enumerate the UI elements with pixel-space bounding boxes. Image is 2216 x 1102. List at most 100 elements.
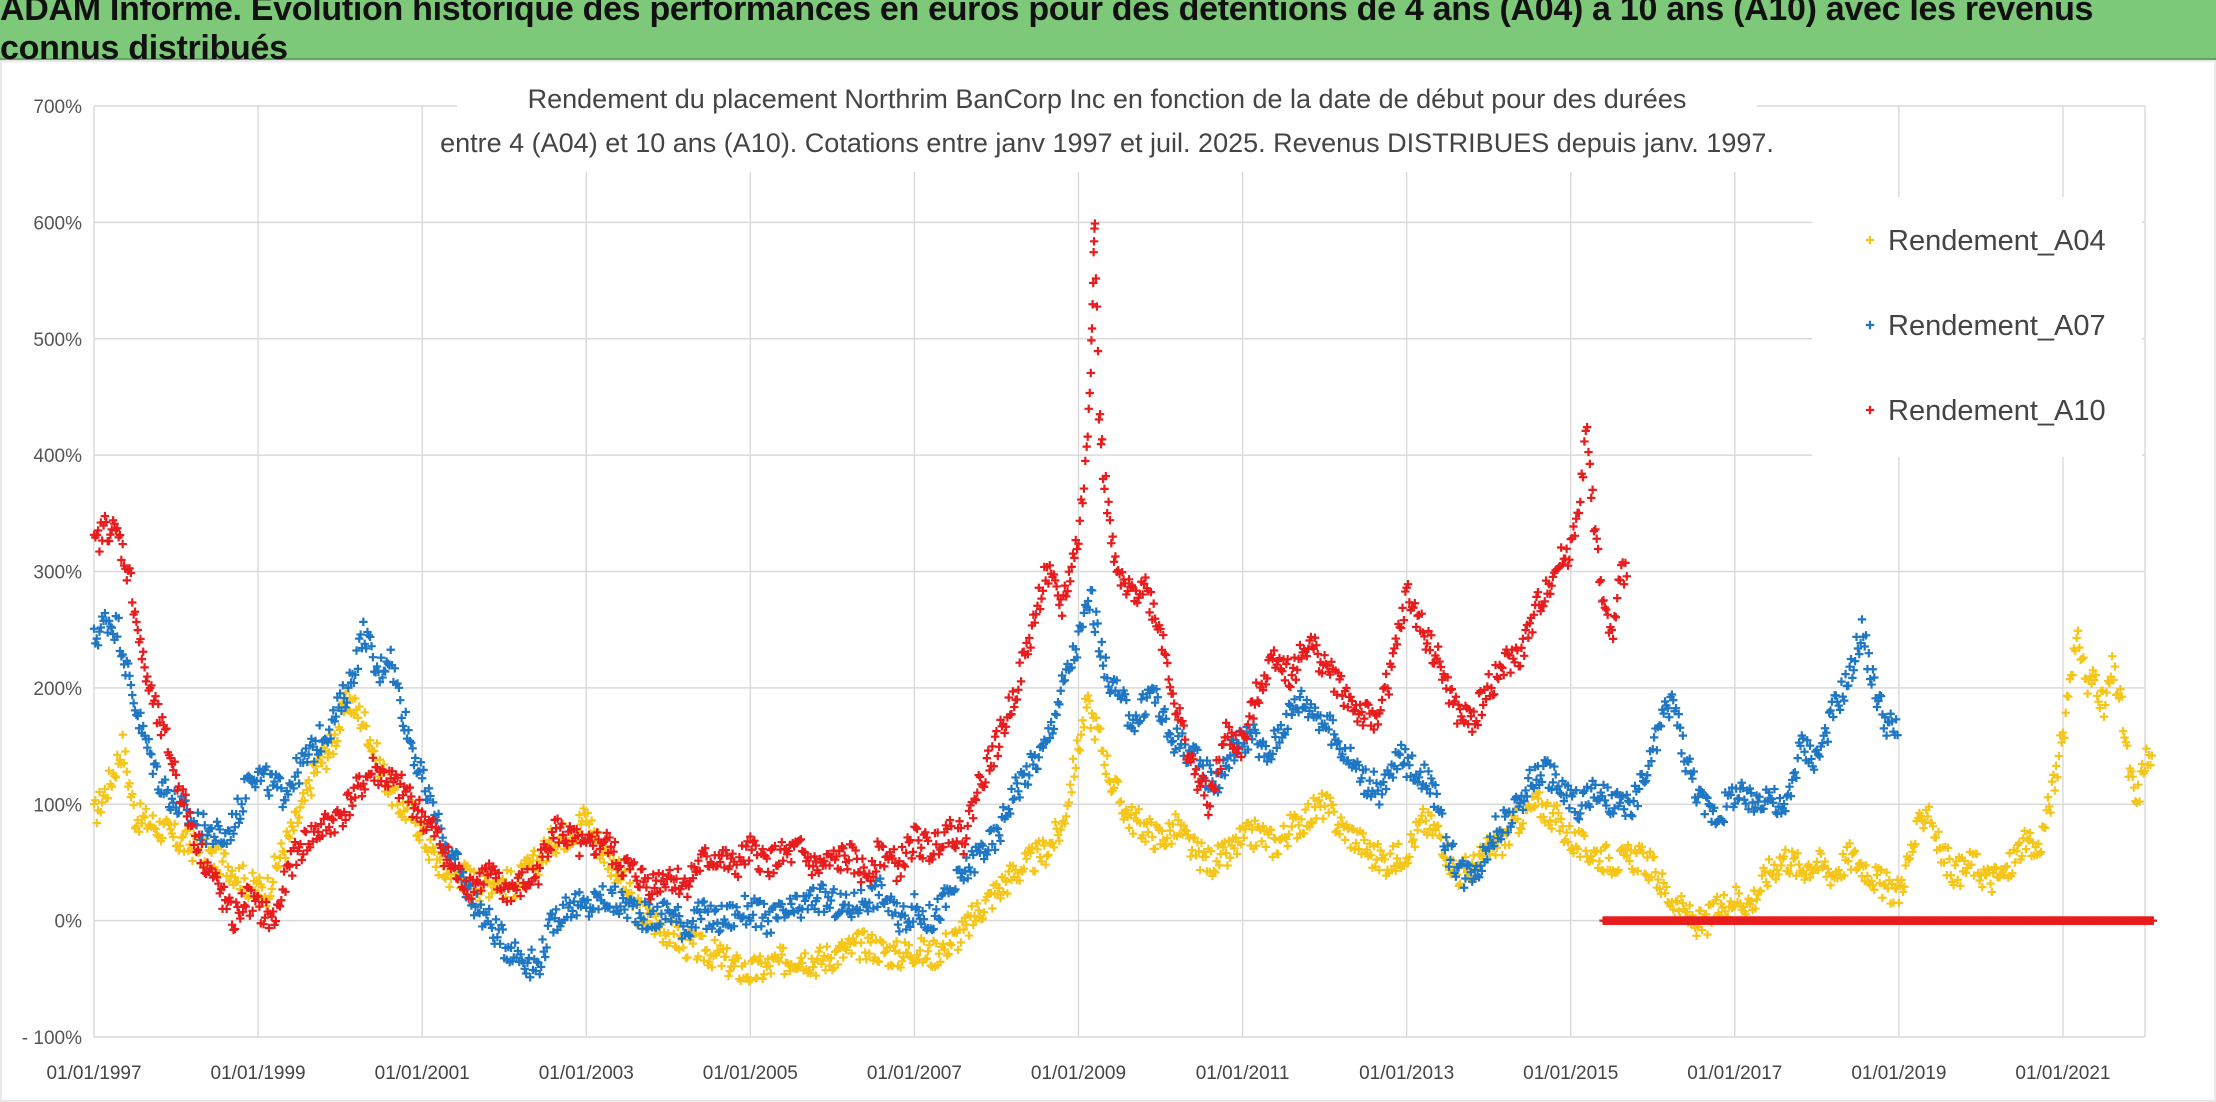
data-point (2095, 703, 2105, 713)
data-point (1049, 843, 1059, 852)
data-point (1529, 803, 1538, 812)
x-tick-label: 01/01/2015 (1523, 1063, 1618, 1084)
data-point (886, 960, 896, 970)
data-point (747, 845, 756, 854)
data-point (412, 813, 421, 822)
data-point (1789, 854, 1798, 864)
data-point (1252, 728, 1261, 738)
data-point (117, 555, 126, 565)
data-point (1239, 739, 1249, 748)
data-point (1346, 743, 1355, 753)
data-point (1904, 855, 1913, 864)
data-point (366, 736, 375, 745)
data-point (999, 803, 1008, 812)
data-point (1599, 867, 1608, 876)
data-point (1369, 725, 1379, 734)
data-point (407, 792, 416, 801)
data-point (524, 953, 534, 963)
data-point (1850, 846, 1860, 855)
data-point (2053, 773, 2062, 782)
data-point (1247, 825, 1257, 834)
data-point (1320, 719, 1329, 728)
data-point (891, 908, 900, 917)
data-point (1563, 781, 1573, 790)
data-point (874, 890, 884, 900)
data-point (1897, 875, 1906, 885)
data-point (766, 845, 776, 855)
data-point (300, 826, 309, 836)
data-point (1520, 796, 1529, 806)
data-point (1012, 695, 1022, 704)
data-point (1555, 788, 1564, 798)
data-point (1332, 690, 1342, 699)
data-point (1291, 675, 1301, 684)
data-point (2120, 733, 2129, 742)
data-point (1267, 755, 1276, 764)
data-point (1023, 650, 1033, 659)
data-point (1201, 776, 1210, 785)
data-point (2054, 751, 2064, 761)
data-point (1118, 568, 1127, 577)
data-point (1459, 883, 1469, 892)
data-point (897, 842, 907, 852)
data-point (92, 530, 101, 540)
data-point (1172, 724, 1182, 733)
data-point (1283, 724, 1292, 734)
data-point (968, 850, 978, 860)
data-point (1578, 473, 1588, 482)
data-point (932, 905, 941, 914)
data-point (722, 944, 732, 953)
data-point (2127, 767, 2136, 776)
data-point (1206, 846, 1216, 856)
x-tick-label: 01/01/2021 (2015, 1063, 2110, 1084)
data-point (1376, 706, 1385, 715)
data-point (616, 861, 625, 871)
data-point (262, 897, 271, 907)
data-point (1339, 701, 1348, 711)
data-point (1387, 662, 1396, 671)
data-point (136, 708, 145, 717)
data-point (910, 889, 919, 899)
data-point (1772, 865, 1782, 875)
data-point (1805, 873, 1815, 882)
data-point (1057, 671, 1067, 680)
data-point (1193, 745, 1202, 755)
data-point (591, 849, 601, 859)
data-point (1141, 710, 1150, 719)
data-point (896, 963, 905, 972)
data-point (516, 861, 525, 870)
data-point (1592, 534, 1601, 543)
data-point (650, 929, 659, 939)
data-point (264, 923, 274, 933)
data-point (232, 898, 241, 907)
data-point (361, 721, 371, 731)
data-point (129, 800, 138, 810)
data-point (211, 836, 220, 845)
data-point (643, 873, 652, 883)
data-point (1100, 760, 1109, 770)
data-point (1124, 823, 1134, 833)
data-point (1019, 864, 1028, 873)
data-point (1849, 848, 1858, 857)
data-point (331, 712, 341, 721)
data-point (1894, 898, 1904, 908)
data-point (1868, 665, 1878, 674)
data-point (839, 953, 848, 962)
data-point (1410, 599, 1420, 608)
data-point (305, 783, 315, 793)
data-point (1504, 840, 1514, 849)
data-point (1308, 819, 1317, 828)
data-point (575, 851, 584, 861)
data-point (1667, 690, 1677, 699)
data-point (707, 963, 717, 972)
data-point (1232, 748, 1242, 758)
data-point (96, 808, 106, 817)
data-point (584, 912, 594, 921)
data-point (415, 795, 424, 805)
data-point (1070, 772, 1079, 781)
data-point (300, 751, 309, 760)
data-point (1075, 516, 1085, 526)
data-point (1770, 784, 1779, 794)
data-point (1499, 670, 1508, 680)
data-point (1424, 767, 1433, 776)
